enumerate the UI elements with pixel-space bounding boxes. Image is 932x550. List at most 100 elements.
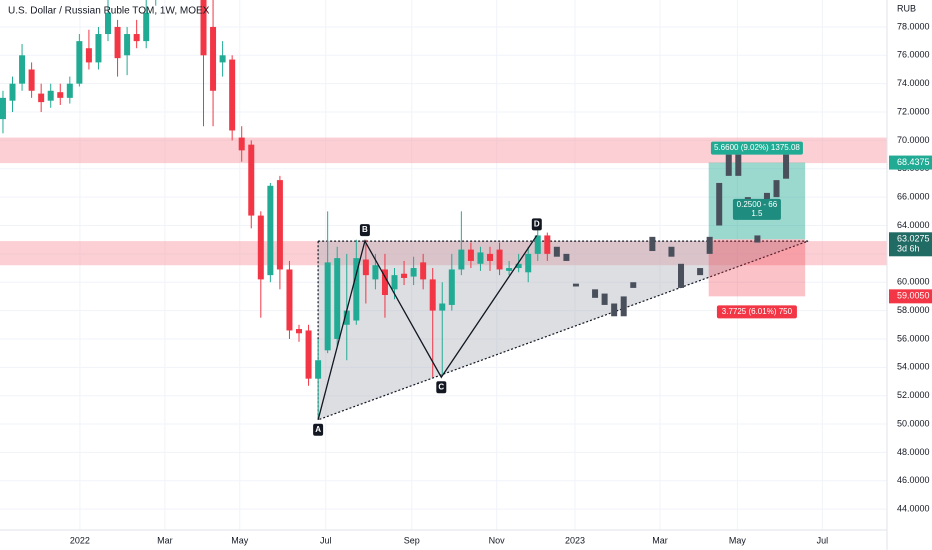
candle-body xyxy=(315,360,322,379)
candle-body xyxy=(391,275,398,290)
projection-candle xyxy=(611,303,618,317)
stop-label-box xyxy=(716,305,797,319)
y-tick-label: 56.0000 xyxy=(897,333,930,343)
stop-price-box xyxy=(889,289,932,304)
y-tick-label: 48.0000 xyxy=(897,447,930,457)
timer: 3d 6h xyxy=(897,244,920,254)
y-tick-label: 76.0000 xyxy=(897,50,930,60)
candle-body xyxy=(28,69,35,91)
candle-body xyxy=(496,249,503,270)
candle-body xyxy=(372,265,379,280)
projection-candle xyxy=(620,296,627,317)
pattern-point-box xyxy=(313,423,324,436)
candle-body xyxy=(248,144,255,216)
projection-candle xyxy=(668,246,675,257)
x-tick-label: May xyxy=(231,535,249,545)
candle-body xyxy=(124,34,131,56)
candle-body xyxy=(544,235,551,254)
pattern-point-box xyxy=(436,381,447,394)
projection-candle xyxy=(678,263,685,288)
candle-body xyxy=(334,258,341,339)
y-tick-label: 74.0000 xyxy=(897,78,930,88)
candle-body xyxy=(487,253,494,261)
candle-body xyxy=(467,249,474,261)
y-tick-label: 66.0000 xyxy=(897,192,930,202)
candle-body xyxy=(38,93,45,103)
projection-candle xyxy=(563,253,570,261)
candle-body xyxy=(429,279,436,311)
y-tick-label: 78.0000 xyxy=(897,21,930,31)
target-label: 5.6600 (9.02%) 1375.08 xyxy=(714,143,800,152)
candle-body xyxy=(286,269,293,331)
projection-candle xyxy=(572,283,579,287)
target-price-box xyxy=(889,155,932,170)
x-tick-label: Jul xyxy=(817,535,829,545)
pattern-point-label: B xyxy=(362,225,368,234)
candle-body xyxy=(448,269,455,305)
mid-label-box xyxy=(732,198,781,220)
target-price: 68.4375 xyxy=(897,157,930,167)
projection-candle xyxy=(783,154,790,179)
pattern-point-label: A xyxy=(315,425,321,434)
candle-body xyxy=(19,55,26,84)
x-tick-label: Mar xyxy=(157,535,173,545)
y-tick-label: 52.0000 xyxy=(897,390,930,400)
chart-title: U.S. Dollar / Russian Ruble TOM, 1W, MOE… xyxy=(8,6,210,17)
candle-body xyxy=(9,83,16,101)
candle-body xyxy=(305,330,312,379)
candle-body xyxy=(506,268,513,271)
pattern-point-label: D xyxy=(534,220,540,229)
candle-body xyxy=(143,12,150,42)
pattern-point-box xyxy=(531,218,542,231)
y-tick-label: 54.0000 xyxy=(897,362,930,372)
candle-body xyxy=(324,262,331,351)
projection-candle xyxy=(725,154,732,176)
candle-body xyxy=(257,215,264,280)
y-tick-label: 58.0000 xyxy=(897,305,930,315)
pattern-point-box xyxy=(359,224,370,237)
candle-body xyxy=(458,249,465,270)
candle-body xyxy=(381,269,388,295)
stop-label: 3.7725 (6.01%) 750 xyxy=(722,307,793,316)
x-tick-label: May xyxy=(729,535,747,545)
axes: 44.0000 46.0000 48.0000 50.0000 52.0000 54.00… xyxy=(70,21,930,545)
candle-body xyxy=(95,34,102,63)
y-tick-label: 44.0000 xyxy=(897,504,930,514)
currency: RUB xyxy=(897,3,916,13)
projection-candle xyxy=(773,180,780,198)
candle-body xyxy=(410,268,417,277)
stop-box xyxy=(708,239,806,297)
candle-body xyxy=(229,59,236,131)
candle-body xyxy=(133,34,140,42)
candle-body xyxy=(401,273,408,278)
projection-candle xyxy=(716,182,723,226)
projection-candle xyxy=(553,246,560,257)
x-tick-label: Jul xyxy=(320,535,332,545)
projection-candle xyxy=(706,236,713,254)
candle-body xyxy=(439,303,446,311)
candle-body xyxy=(276,180,283,270)
x-tick-label: 2022 xyxy=(70,535,90,545)
projection-candle xyxy=(592,289,599,298)
pattern-line xyxy=(317,235,538,420)
candle-body xyxy=(362,259,369,276)
candle-body xyxy=(353,258,360,321)
candle-body xyxy=(515,263,522,269)
mid-label: 1.5 xyxy=(751,209,763,218)
projection-candle xyxy=(649,236,656,252)
plot-area: A B C D xyxy=(0,0,887,530)
candle-body xyxy=(200,0,207,56)
candle-body xyxy=(534,235,541,254)
x-tick-label: Sep xyxy=(404,535,420,545)
y-tick-label: 60.0000 xyxy=(897,277,930,287)
candle-body xyxy=(210,26,217,91)
candle-body xyxy=(105,12,112,35)
candle-body xyxy=(219,55,226,63)
candle-body xyxy=(343,310,350,325)
stop-price: 59.0050 xyxy=(897,291,930,301)
candle-body xyxy=(477,252,484,264)
y-tick-label: 72.0000 xyxy=(897,106,930,116)
x-tick-label: Nov xyxy=(489,535,506,545)
